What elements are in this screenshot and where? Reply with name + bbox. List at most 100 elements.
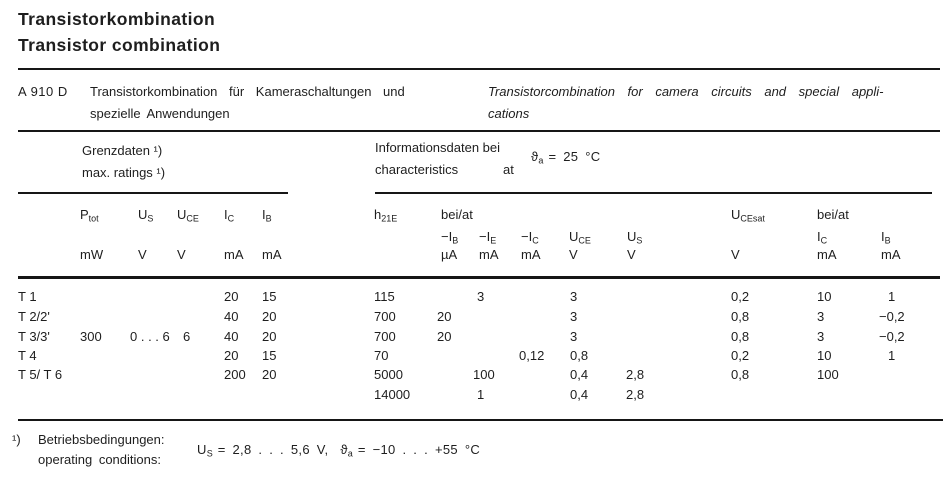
- table-cell: 0,4: [570, 367, 589, 382]
- table-cell: 300: [80, 329, 102, 344]
- table-cell: 70: [374, 348, 389, 363]
- type-description-en-line1: Transistorcombination for camera circuit…: [488, 84, 884, 99]
- table-cell: 20: [224, 348, 239, 363]
- page-title-de: Transistorkombination: [18, 9, 216, 29]
- col-unit-uce: V: [569, 247, 578, 262]
- col-header-usv: US: [627, 229, 643, 246]
- table-cell: 0,12: [519, 348, 545, 363]
- table-cell: 0,8: [731, 309, 750, 324]
- table-cell: 6: [183, 329, 191, 344]
- col-unit-minus-ib: µA: [441, 247, 458, 262]
- footnote-label-en: operating conditions:: [38, 452, 161, 467]
- table-cell: 0,8: [731, 367, 750, 382]
- col-header-beiat-mid: bei/at: [441, 207, 473, 222]
- table-cell: 3: [570, 329, 578, 344]
- table-cell: 15: [262, 348, 277, 363]
- table-cell: 3: [817, 309, 825, 324]
- col-header-ucesat: UCEsat: [731, 207, 765, 224]
- col-header-h21e: h21E: [374, 207, 398, 224]
- divider-rule-typerow: [18, 130, 940, 132]
- table-cell: 3: [570, 289, 578, 304]
- section-label-grenzdaten: Grenzdaten ¹): [82, 143, 163, 158]
- row-label: T 4: [18, 348, 37, 363]
- table-cell: −0,2: [879, 329, 905, 344]
- table-cell: 700: [374, 309, 396, 324]
- col-unit-minus-ie: mA: [479, 247, 499, 262]
- table-cell: 2,8: [626, 367, 645, 382]
- table-cell: 1: [888, 289, 896, 304]
- row-label: T 3/3': [18, 329, 50, 344]
- table-cell: 3: [570, 309, 578, 324]
- table-cell: −0,2: [879, 309, 905, 324]
- theta-symbol: ϑ: [531, 149, 539, 164]
- table-cell: 700: [374, 329, 396, 344]
- col-unit-uce-max: V: [177, 247, 186, 262]
- table-cell: 200: [224, 367, 246, 382]
- table-cell: 3: [817, 329, 825, 344]
- footnote-marker: ¹): [12, 432, 21, 447]
- col-unit-ib2: mA: [881, 247, 901, 262]
- table-cell: 40: [224, 329, 239, 344]
- table-cell: 0,8: [570, 348, 589, 363]
- table-cell: 40: [224, 309, 239, 324]
- col-header-minus-ie: −IE: [479, 229, 497, 246]
- table-cell: 20: [224, 289, 239, 304]
- col-header-uce-max: UCE: [177, 207, 199, 224]
- divider-rule-left-section: [18, 192, 288, 194]
- section-label-at: at: [503, 162, 514, 177]
- section-condition-temperature: ϑa = 25 °C: [531, 149, 601, 166]
- col-header-ic2: IC: [817, 229, 828, 246]
- footnote-label-de: Betriebsbedingungen:: [38, 432, 165, 447]
- divider-rule-top: [18, 68, 940, 70]
- col-header-minus-ib: −IB: [441, 229, 459, 246]
- col-unit-ptot: mW: [80, 247, 104, 262]
- col-header-us: US: [138, 207, 154, 224]
- table-cell: 1: [888, 348, 896, 363]
- table-cell: 20: [262, 329, 277, 344]
- divider-rule-bottom: [18, 419, 943, 421]
- row-label: T 1: [18, 289, 37, 304]
- type-description-de-line1: Transistorkombination für Kameraschaltun…: [90, 84, 405, 99]
- type-description-de-line2: spezielle Anwendungen: [90, 106, 230, 121]
- col-header-ptot: Ptot: [80, 207, 99, 224]
- section-label-characteristics: characteristics: [375, 162, 459, 177]
- table-cell: 0,2: [731, 348, 750, 363]
- table-cell: 1: [477, 387, 485, 402]
- col-unit-usv: V: [627, 247, 636, 262]
- col-header-beiat-right: bei/at: [817, 207, 849, 222]
- col-unit-us: V: [138, 247, 147, 262]
- col-unit-ucesat: V: [731, 247, 740, 262]
- row-label: T 5/ T 6: [18, 367, 63, 382]
- col-header-ib: IB: [262, 207, 272, 224]
- table-cell: 0,4: [570, 387, 589, 402]
- table-cell: 10: [817, 348, 832, 363]
- row-label: T 2/2': [18, 309, 50, 324]
- page-title-en: Transistor combination: [18, 35, 221, 55]
- divider-rule-right-section: [375, 192, 932, 194]
- table-cell: 0,8: [731, 329, 750, 344]
- table-cell: 3: [477, 289, 485, 304]
- col-unit-ic: mA: [224, 247, 244, 262]
- col-header-ib2: IB: [881, 229, 891, 246]
- table-cell: 115: [374, 289, 395, 304]
- theta-symbol: ϑ: [340, 442, 348, 457]
- footnote-operating-conditions: US = 2,8 . . . 5,6 V, ϑa = −10 . . . +55 °…: [197, 442, 481, 459]
- divider-rule-header-bottom: [18, 276, 940, 279]
- section-label-max-ratings: max. ratings ¹): [82, 165, 166, 180]
- table-cell: 15: [262, 289, 277, 304]
- table-cell: 14000: [374, 387, 411, 402]
- table-cell: 5000: [374, 367, 403, 382]
- table-cell: 100: [473, 367, 495, 382]
- col-header-minus-ic: −IC: [521, 229, 539, 246]
- col-unit-minus-ic: mA: [521, 247, 541, 262]
- col-unit-ib: mA: [262, 247, 282, 262]
- table-cell: 10: [817, 289, 832, 304]
- section-label-informationsdaten: Informationsdaten bei: [375, 140, 501, 155]
- col-unit-ic2: mA: [817, 247, 837, 262]
- table-cell: 2,8: [626, 387, 645, 402]
- col-header-ic: IC: [224, 207, 235, 224]
- type-code: A 910 D: [18, 84, 68, 99]
- table-cell: 20: [437, 309, 452, 324]
- table-cell: 100: [817, 367, 839, 382]
